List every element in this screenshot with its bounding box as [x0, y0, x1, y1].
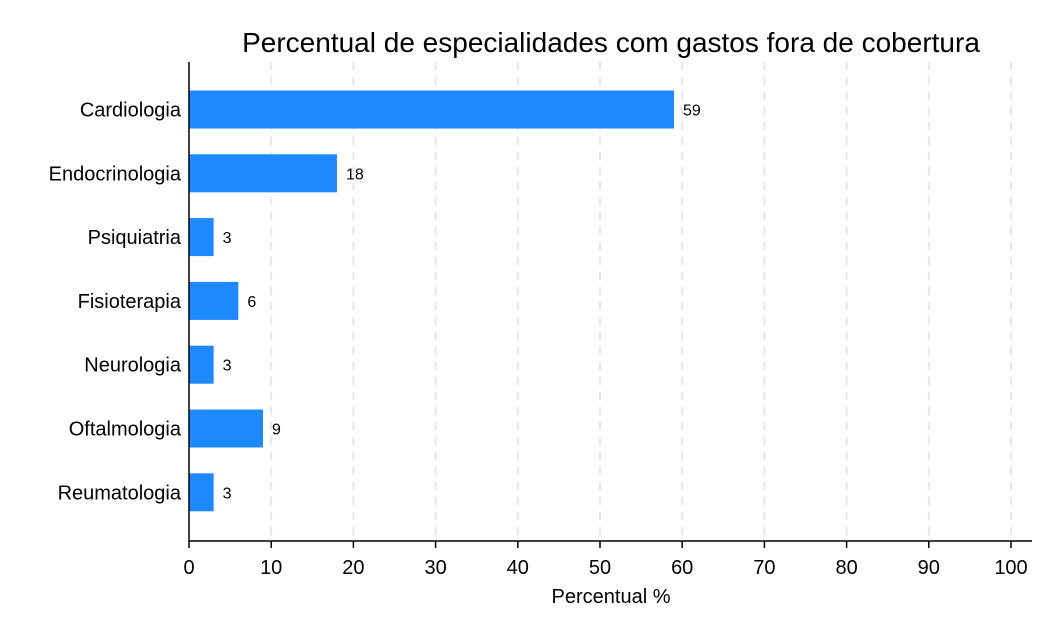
- x-tick-label: 0: [183, 557, 194, 579]
- bar-value-label: 18: [346, 166, 364, 183]
- x-tick-label: 10: [260, 557, 282, 579]
- category-label: Reumatologia: [58, 482, 182, 504]
- bar-value-label: 6: [247, 294, 256, 311]
- x-tick-label: 50: [589, 557, 611, 579]
- x-axis-title: Percentual %: [552, 586, 671, 608]
- x-tick-label: 60: [671, 557, 693, 579]
- x-tick-label: 80: [835, 557, 857, 579]
- bar-value-label: 3: [223, 230, 232, 247]
- chart-title: Percentual de especialidades com gastos …: [242, 27, 980, 58]
- bar: [189, 218, 214, 257]
- category-label: Psiquiatria: [88, 227, 182, 249]
- value-labels: 59 18 3 6 3 9 3: [223, 103, 701, 503]
- bar: [189, 154, 337, 193]
- category-label: Endocrinologia: [49, 163, 182, 185]
- x-tick-label: 70: [753, 557, 775, 579]
- category-label: Neurologia: [84, 355, 182, 377]
- bar: [189, 409, 263, 448]
- category-labels: Cardiologia Endocrinologia Psiquiatria Fisi…: [49, 100, 182, 505]
- bar: [189, 473, 214, 512]
- x-tick-label: 40: [507, 557, 529, 579]
- category-label: Fisioterapia: [78, 291, 182, 313]
- category-label: Cardiologia: [80, 100, 182, 122]
- x-ticks: 0 10 20 30 40 50 60 70 80 90 100: [183, 541, 1028, 579]
- bar-value-label: 3: [223, 358, 232, 375]
- category-label: Oftalmologia: [69, 419, 182, 441]
- x-tick-label: 90: [918, 557, 940, 579]
- bar-value-label: 9: [272, 422, 281, 439]
- bars: [189, 90, 674, 512]
- gridlines: [270, 62, 1012, 541]
- bar: [189, 345, 214, 384]
- bar-value-label: 3: [223, 485, 232, 502]
- x-tick-label: 100: [994, 557, 1027, 579]
- x-tick-label: 20: [342, 557, 364, 579]
- x-tick-label: 30: [424, 557, 446, 579]
- bar-value-label: 59: [683, 103, 701, 120]
- bar: [189, 90, 674, 129]
- axes: [188, 62, 1032, 542]
- bar: [189, 281, 239, 320]
